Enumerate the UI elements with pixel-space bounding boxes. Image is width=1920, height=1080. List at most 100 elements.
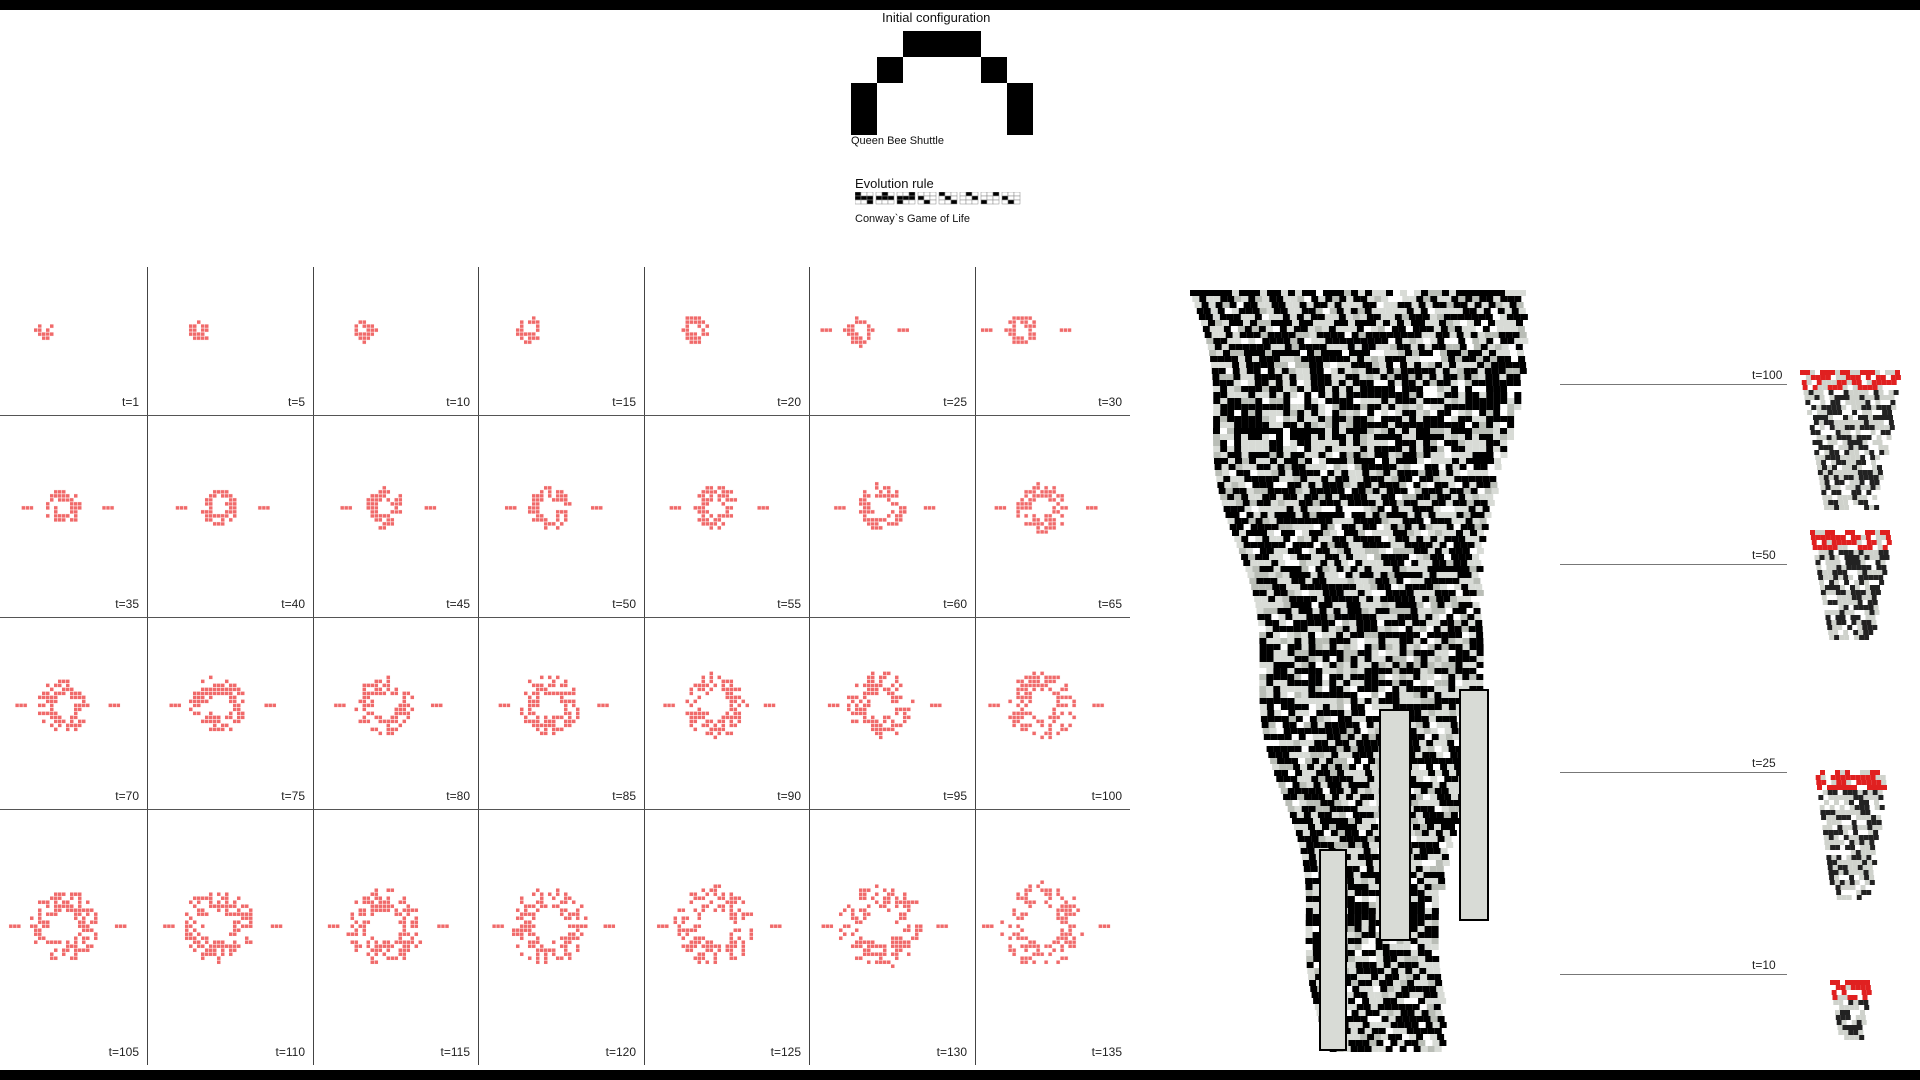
voxel xyxy=(1429,314,1437,320)
live-cell xyxy=(1019,335,1025,341)
voxel xyxy=(1360,416,1368,422)
voxel xyxy=(1244,350,1251,356)
voxel xyxy=(1234,494,1242,500)
voxel xyxy=(1265,506,1273,512)
voxel xyxy=(1393,512,1401,518)
voxel xyxy=(1476,308,1484,314)
live-cell xyxy=(228,517,233,523)
voxel xyxy=(1430,422,1438,428)
voxel xyxy=(1514,392,1522,398)
voxel xyxy=(1271,302,1279,308)
voxel xyxy=(1263,458,1270,464)
live-cell xyxy=(713,727,718,732)
voxel xyxy=(1255,422,1263,428)
live-cell xyxy=(37,703,42,708)
voxel xyxy=(1315,356,1323,362)
voxel xyxy=(1260,368,1268,374)
voxel xyxy=(1355,524,1363,530)
live-cell xyxy=(1059,907,1065,913)
voxel xyxy=(1432,524,1440,530)
live-cell xyxy=(65,723,70,728)
voxel xyxy=(1223,476,1231,482)
live-cell xyxy=(991,703,997,708)
live-cell xyxy=(232,703,237,708)
live-cell xyxy=(1063,899,1069,905)
voxel xyxy=(1267,512,1275,518)
pattern-block-top xyxy=(903,31,981,57)
voxel xyxy=(1420,566,1428,572)
live-cell xyxy=(196,711,201,716)
voxel xyxy=(1366,374,1374,380)
voxel xyxy=(1475,476,1483,482)
live-cell xyxy=(224,903,229,909)
voxel xyxy=(1326,464,1334,470)
live-cell xyxy=(196,895,201,901)
voxel xyxy=(1430,386,1438,392)
voxel xyxy=(1246,290,1253,296)
voxel xyxy=(1351,488,1359,494)
live-cell xyxy=(45,939,50,945)
live-cell xyxy=(1047,525,1053,531)
voxel xyxy=(1269,296,1277,302)
voxel xyxy=(1304,554,1312,560)
live-cell xyxy=(240,903,245,909)
voxel xyxy=(1236,470,1244,476)
voxel xyxy=(1423,554,1431,560)
voxel xyxy=(1423,422,1431,428)
live-cell xyxy=(866,911,871,917)
live-cell xyxy=(858,343,863,349)
live-cell xyxy=(1043,683,1049,688)
voxel xyxy=(1332,398,1340,404)
voxel xyxy=(1304,494,1312,500)
voxel xyxy=(1227,446,1235,452)
voxel xyxy=(1395,452,1403,458)
voxel xyxy=(1456,512,1464,518)
live-cell xyxy=(571,691,576,696)
voxel xyxy=(1390,302,1398,308)
voxel xyxy=(1219,314,1227,320)
voxel xyxy=(1227,416,1235,422)
live-cell xyxy=(567,955,572,961)
live-cell xyxy=(374,493,379,499)
live-cell xyxy=(579,923,584,929)
voxel xyxy=(1306,542,1314,548)
live-cell xyxy=(394,719,399,724)
live-cell xyxy=(374,895,379,901)
live-cell xyxy=(61,513,66,519)
live-cell xyxy=(77,723,82,728)
voxel xyxy=(1391,476,1399,482)
voxel xyxy=(1433,476,1441,482)
live-cell xyxy=(1019,683,1025,688)
live-cell xyxy=(1039,719,1045,724)
voxel xyxy=(1279,350,1286,356)
voxel xyxy=(1351,362,1359,368)
live-cell xyxy=(232,505,237,511)
live-cell xyxy=(208,891,213,897)
live-cell xyxy=(681,935,686,941)
live-cell xyxy=(382,513,387,519)
live-cell xyxy=(685,947,690,953)
live-cell xyxy=(878,943,883,949)
voxel xyxy=(1281,368,1289,374)
voxel xyxy=(1396,458,1403,464)
live-cell xyxy=(870,509,875,515)
live-cell xyxy=(374,939,379,945)
voxel xyxy=(1297,518,1305,524)
voxel xyxy=(1399,308,1407,314)
live-cell xyxy=(53,699,58,704)
live-cell xyxy=(410,907,415,913)
voxel xyxy=(1335,350,1342,356)
live-cell xyxy=(527,679,532,684)
voxel xyxy=(1255,428,1262,434)
voxel xyxy=(1499,314,1507,320)
live-cell xyxy=(1098,923,1103,929)
voxel xyxy=(1402,338,1410,344)
voxel xyxy=(1307,476,1315,482)
live-cell xyxy=(77,907,82,913)
voxel xyxy=(1444,338,1452,344)
voxel xyxy=(1243,470,1251,476)
live-cell xyxy=(914,923,919,929)
voxel xyxy=(1459,458,1466,464)
voxel xyxy=(1472,494,1480,500)
evolution-frame: t=35 xyxy=(0,415,147,617)
